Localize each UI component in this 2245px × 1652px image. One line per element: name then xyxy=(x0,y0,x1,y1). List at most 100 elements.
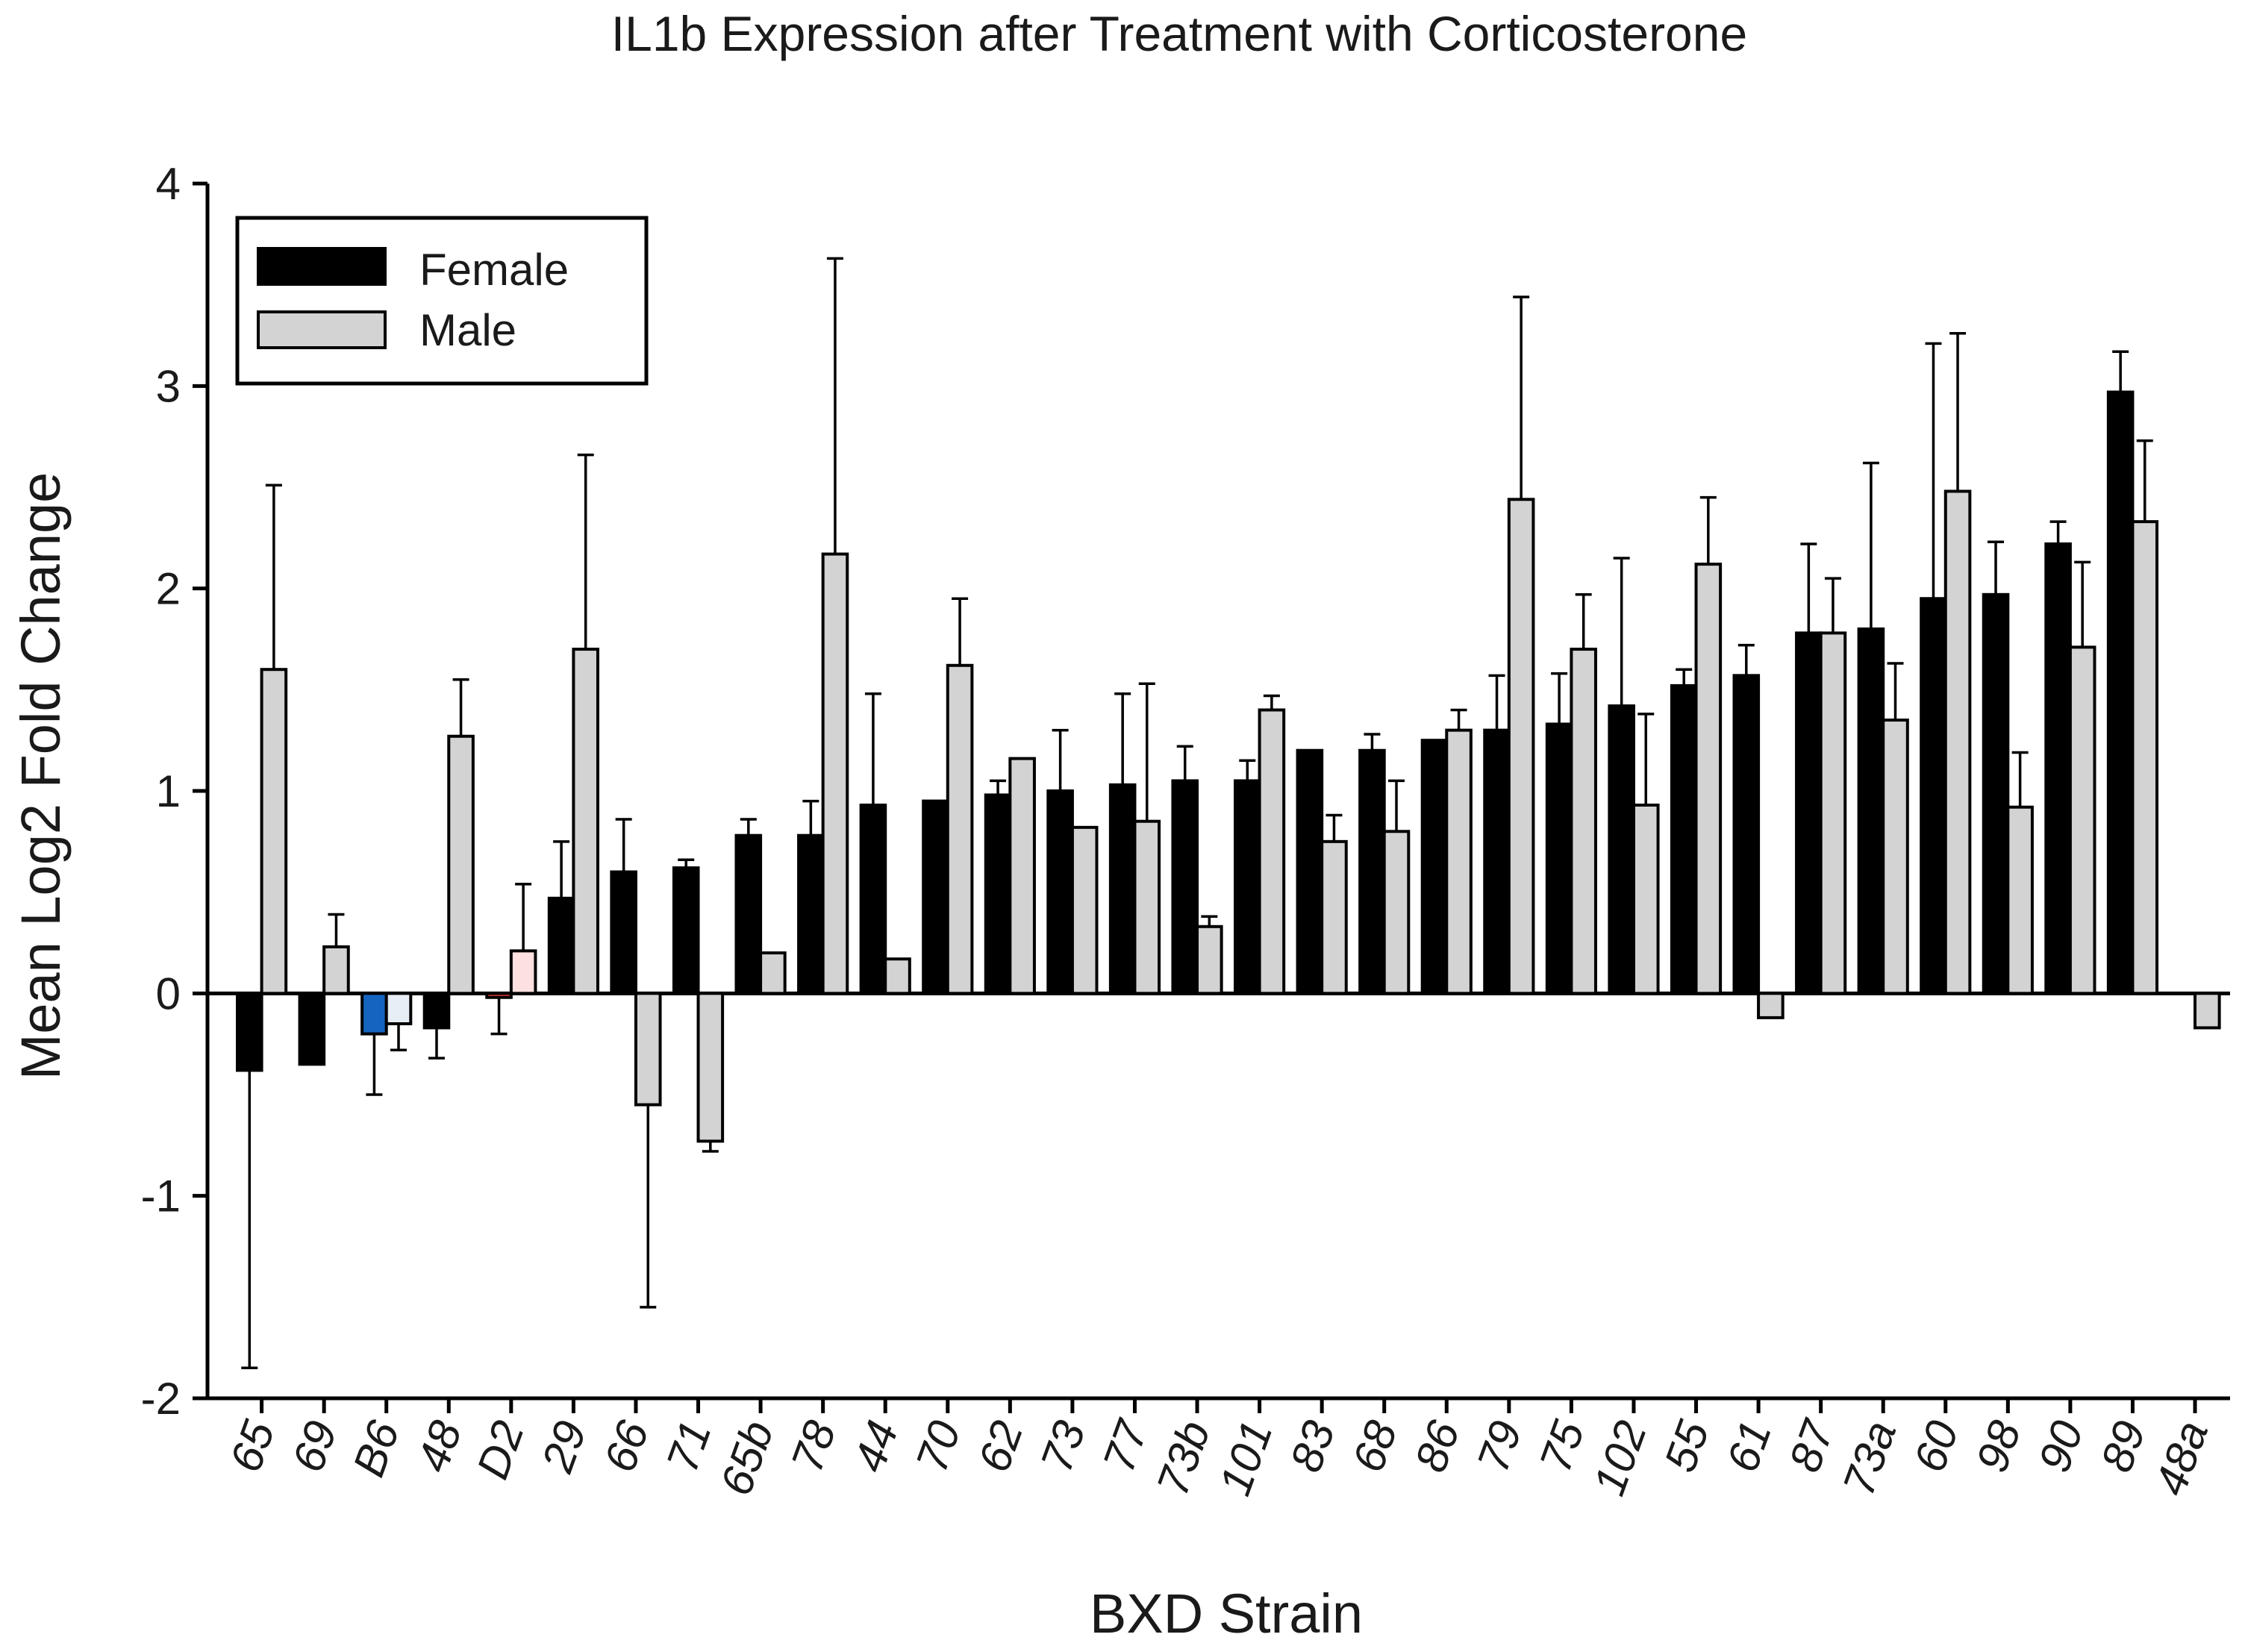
bar-male xyxy=(509,949,537,995)
bar-male xyxy=(634,992,662,1107)
bar-male xyxy=(696,992,725,1143)
y-tick-label: 1 xyxy=(156,766,181,816)
y-tick-label: 4 xyxy=(156,159,181,209)
bar-female xyxy=(2106,390,2135,995)
bar-male xyxy=(1507,498,1535,995)
x-tick-label: 73a xyxy=(1833,1415,1905,1502)
bar-male xyxy=(2131,520,2159,995)
y-tick-label: -1 xyxy=(141,1171,181,1221)
x-tick-label: 77 xyxy=(1093,1412,1158,1478)
bar-male xyxy=(1694,563,1723,995)
x-tick-label: 55 xyxy=(1655,1414,1719,1478)
bar-female xyxy=(859,803,887,995)
legend: Female Male xyxy=(235,216,649,386)
x-tick-label: 86 xyxy=(1405,1414,1470,1478)
x-tick-label: 98 xyxy=(1967,1414,2031,1478)
bar-male xyxy=(1382,830,1411,995)
x-axis-label: BXD Strain xyxy=(1090,1583,1363,1645)
bar-female xyxy=(1857,627,1885,995)
bar-female xyxy=(1795,631,1823,995)
bar-female xyxy=(485,992,513,999)
x-tick-label: 66 xyxy=(594,1414,658,1478)
bar-male xyxy=(1320,839,1348,995)
bar-male xyxy=(260,668,288,995)
bar-female xyxy=(797,833,825,995)
bar-male xyxy=(946,663,974,995)
x-tick-label: 79 xyxy=(1467,1415,1531,1479)
x-tick-label: B6 xyxy=(343,1414,409,1483)
x-tick-label: 48 xyxy=(408,1414,472,1478)
bar-male xyxy=(884,957,911,995)
legend-label-male: Male xyxy=(419,305,516,355)
bar-male xyxy=(1008,757,1036,995)
x-tick-label: 90 xyxy=(2029,1415,2093,1479)
bar-female xyxy=(298,992,326,1066)
x-tick-label: 61 xyxy=(1717,1415,1782,1479)
bar-female xyxy=(1545,722,1573,995)
bar-female xyxy=(1670,683,1698,995)
legend-swatch-female xyxy=(257,247,387,286)
bar-male xyxy=(572,648,599,995)
bar-female xyxy=(1046,789,1074,995)
bar-female xyxy=(1234,779,1261,995)
x-tick-label: 89 xyxy=(2091,1415,2155,1479)
x-tick-label: 65 xyxy=(220,1414,284,1478)
x-tick-label: 68 xyxy=(1343,1414,1407,1478)
bar-female xyxy=(1483,728,1511,995)
bar-female xyxy=(1920,597,1947,995)
bar-female xyxy=(236,992,263,1072)
bar-male xyxy=(322,945,350,995)
bar-male xyxy=(1757,992,1785,1019)
x-tick-label: 71 xyxy=(657,1415,721,1479)
bar-male xyxy=(759,951,787,995)
y-tick-label: -2 xyxy=(141,1374,181,1424)
x-tick-label: D2 xyxy=(467,1415,534,1486)
chart-title: IL1b Expression after Treatment with Cor… xyxy=(611,6,1747,61)
bar-male xyxy=(1258,708,1286,995)
x-tick-label: 102 xyxy=(1584,1415,1656,1502)
bars xyxy=(236,390,2221,1143)
bar-female xyxy=(1982,592,2010,995)
error-bars xyxy=(241,257,2153,1370)
bar-male xyxy=(1882,719,1909,995)
bar-male xyxy=(447,734,475,995)
x-tick-label: 60 xyxy=(1904,1415,1968,1479)
y-tick-label: 3 xyxy=(156,361,181,411)
bar-male xyxy=(384,992,413,1026)
bar-male xyxy=(1819,631,1847,995)
bar-female xyxy=(672,866,700,995)
bar-female xyxy=(2044,542,2072,995)
x-tick-label: 69 xyxy=(283,1415,347,1479)
x-tick-label: 101 xyxy=(1210,1415,1282,1502)
bar-male xyxy=(2068,645,2096,995)
bar-male xyxy=(1133,819,1161,995)
bar-female xyxy=(1608,704,1635,995)
bar-male xyxy=(1445,728,1473,995)
x-axis: 6569B648D229667165b78447062737773b101836… xyxy=(207,991,2230,1502)
bar-male xyxy=(1570,648,1597,995)
bar-female xyxy=(1732,674,1761,995)
y-tick-label: 2 xyxy=(156,564,181,614)
bar-male xyxy=(821,552,849,995)
bar-male xyxy=(1632,803,1660,995)
bar-male xyxy=(1070,825,1099,995)
bar-female xyxy=(1420,739,1449,995)
bar-male xyxy=(2194,992,2221,1030)
bar-female xyxy=(360,992,388,1036)
x-tick-label: 65b xyxy=(711,1415,783,1502)
bar-female xyxy=(1171,779,1199,995)
bar-female xyxy=(922,799,949,995)
legend-box xyxy=(235,216,649,386)
y-axis: -2 -1 0 1 2 3 4 xyxy=(141,159,210,1424)
bar-female xyxy=(610,870,637,995)
x-tick-label: 78 xyxy=(781,1414,846,1478)
x-tick-label: 73 xyxy=(1031,1415,1095,1479)
x-tick-label: 48a xyxy=(2145,1415,2217,1502)
x-tick-label: 29 xyxy=(531,1415,596,1480)
x-tick-label: 75 xyxy=(1530,1414,1594,1478)
bar-male xyxy=(2006,805,2034,995)
y-axis-label: Mean Log2 Fold Change xyxy=(10,472,72,1080)
x-tick-label: 70 xyxy=(906,1415,970,1479)
y-tick-label: 0 xyxy=(156,969,181,1019)
